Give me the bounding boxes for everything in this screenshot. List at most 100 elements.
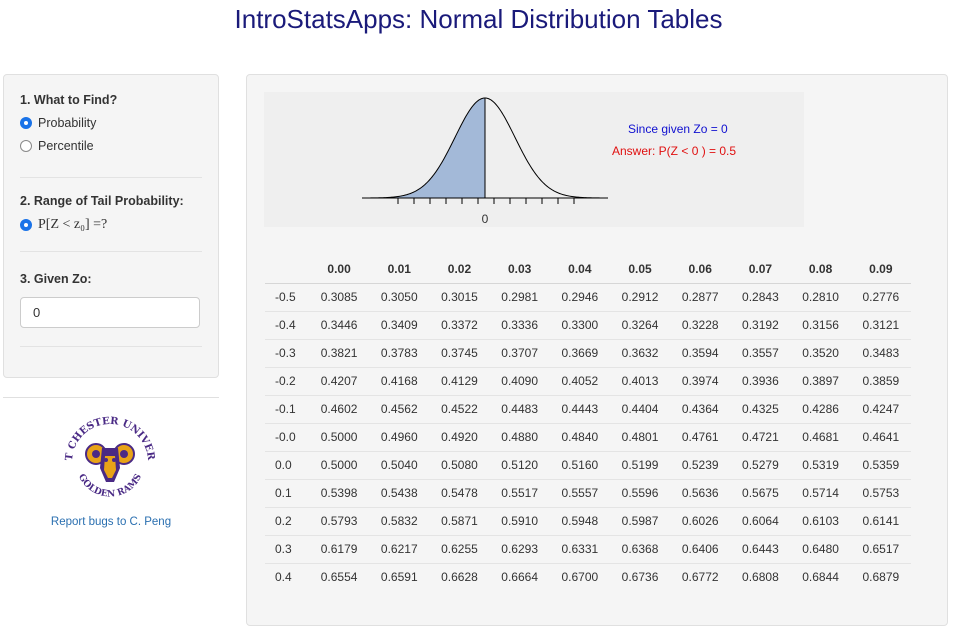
probability-cell: 0.3557	[730, 338, 791, 367]
probability-cell: 0.4602	[309, 394, 370, 423]
probability-cell: 0.5040	[369, 450, 430, 479]
normal-curve-plot: 0 Since given Zo = 0 Answer: P(Z < 0 ) =…	[264, 92, 804, 227]
column-header: 0.01	[369, 255, 430, 284]
probability-cell: 0.4247	[850, 394, 911, 423]
probability-cell: 0.3015	[429, 282, 490, 311]
probability-cell: 0.3936	[730, 366, 791, 395]
probability-radio[interactable]	[20, 117, 32, 129]
column-header: 0.08	[790, 255, 851, 284]
probability-cell: 0.4013	[609, 366, 671, 395]
z-row-label: -0.3	[265, 338, 309, 367]
probability-cell: 0.5910	[489, 506, 550, 535]
probability-cell: 0.5398	[309, 478, 370, 507]
axis-ticks	[397, 198, 575, 204]
left-tail-radio[interactable]	[20, 219, 32, 231]
probability-cell: 0.3300	[549, 310, 610, 339]
z-row-label: 0.0	[265, 450, 309, 479]
probability-cell: 0.5636	[670, 478, 731, 507]
probability-cell: 0.6103	[790, 506, 851, 535]
probability-cell: 0.5871	[429, 506, 490, 535]
probability-cell: 0.6736	[609, 562, 671, 591]
z-row-label: 0.4	[265, 562, 309, 591]
probability-cell: 0.5319	[790, 450, 851, 479]
z-row-label: -0.2	[265, 366, 309, 395]
probability-cell: 0.3783	[369, 338, 430, 367]
probability-cell: 0.5438	[369, 478, 430, 507]
column-header: 0.05	[609, 255, 671, 284]
z-row-label: 0.3	[265, 534, 309, 563]
probability-cell: 0.6700	[549, 562, 610, 591]
probability-cell: 0.5478	[429, 478, 490, 507]
percentile-label: Percentile	[38, 139, 94, 153]
report-bugs-link[interactable]: Report bugs to C. Peng	[50, 516, 172, 528]
table-header-row: 0.00 0.01 0.02 0.03 0.04 0.05 0.06 0.07 0.08 0.09	[265, 255, 911, 284]
probability-cell: 0.6255	[429, 534, 490, 563]
probability-cell: 0.2877	[670, 282, 731, 311]
probability-cell: 0.5120	[489, 450, 550, 479]
probability-cell: 0.6443	[730, 534, 791, 563]
probability-cell: 0.3859	[850, 366, 911, 395]
z-row-label: 0.1	[265, 478, 309, 507]
probability-cell: 0.5517	[489, 478, 550, 507]
probability-cell: 0.5000	[309, 450, 370, 479]
probability-cell: 0.4761	[670, 422, 731, 451]
probability-cell: 0.6064	[730, 506, 791, 535]
probability-cell: 0.3594	[670, 338, 731, 367]
z-row-label: -0.0	[265, 422, 309, 451]
z-row-label: -0.5	[265, 282, 309, 311]
probability-cell: 0.4286	[790, 394, 851, 423]
column-header: 0.04	[549, 255, 610, 284]
table-row: -0.0 0.5000 0.4960 0.4920 0.4880 0.4840 0.4801…	[265, 422, 911, 451]
sidebar-divider	[3, 397, 219, 398]
probability-cell: 0.3745	[429, 338, 490, 367]
table-row: -0.3 0.3821 0.3783 0.3745 0.3707 0.3669 0.3632…	[265, 338, 911, 367]
probability-cell: 0.2810	[790, 282, 851, 311]
probability-cell: 0.6879	[850, 562, 911, 591]
probability-cell: 0.6772	[670, 562, 731, 591]
probability-cell: 0.5557	[549, 478, 610, 507]
column-header: 0.09	[850, 255, 911, 284]
table-row: 0.3 0.6179 0.6217 0.6255 0.6293 0.6331 0.6368 0…	[265, 534, 911, 563]
probability-cell: 0.6554	[309, 562, 370, 591]
table-row: -0.5 0.3085 0.3050 0.3015 0.2981 0.2946 0.2912…	[265, 282, 911, 311]
section-divider	[20, 251, 202, 252]
table-row: 0.4 0.6554 0.6591 0.6628 0.6664 0.6700 0.6736 0…	[265, 562, 911, 591]
probability-cell: 0.4920	[429, 422, 490, 451]
probability-cell: 0.4364	[670, 394, 731, 423]
probability-cell: 0.6179	[309, 534, 370, 563]
probability-cell: 0.4325	[730, 394, 791, 423]
given-zo-label: 3. Given Zo:	[20, 272, 92, 286]
probability-cell: 0.4168	[369, 366, 430, 395]
table-row: 0.0 0.5000 0.5040 0.5080 0.5120 0.5160 0.5199 0…	[265, 450, 911, 479]
probability-cell: 0.6517	[850, 534, 911, 563]
probability-cell: 0.4483	[489, 394, 550, 423]
zo-input[interactable]: 0	[20, 297, 200, 328]
probability-cell: 0.3192	[730, 310, 791, 339]
left-tail-label: P[Z < z₀] =?	[38, 217, 108, 232]
probability-cell: 0.3632	[609, 338, 671, 367]
probability-cell: 0.4207	[309, 366, 370, 395]
percentile-radio[interactable]	[20, 140, 32, 152]
probability-cell: 0.3336	[489, 310, 550, 339]
probability-cell: 0.3974	[670, 366, 731, 395]
probability-cell: 0.6808	[730, 562, 791, 591]
probability-cell: 0.3897	[790, 366, 851, 395]
probability-cell: 0.3446	[309, 310, 370, 339]
table-row: -0.2 0.4207 0.4168 0.4129 0.4090 0.4052 0.4013…	[265, 366, 911, 395]
left-tail-option[interactable]: P[Z < z₀] =?	[20, 217, 202, 233]
probability-label: Probability	[38, 116, 97, 130]
probability-cell: 0.5987	[609, 506, 671, 535]
probability-cell: 0.5753	[850, 478, 911, 507]
probability-option[interactable]: Probability	[20, 116, 202, 130]
z-row-label: 0.2	[265, 506, 309, 535]
probability-cell: 0.6217	[369, 534, 430, 563]
probability-cell: 0.3707	[489, 338, 550, 367]
probability-cell: 0.6480	[790, 534, 851, 563]
percentile-option[interactable]: Percentile	[20, 139, 202, 153]
z-table: 0.00 0.01 0.02 0.03 0.04 0.05 0.06 0.07 0.08 0.09…	[265, 255, 911, 591]
probability-cell: 0.5199	[609, 450, 671, 479]
probability-cell: 0.6026	[670, 506, 731, 535]
probability-cell: 0.4562	[369, 394, 430, 423]
probability-cell: 0.4840	[549, 422, 610, 451]
input-panel: 1. What to Find? Probability Percentile …	[3, 74, 219, 378]
